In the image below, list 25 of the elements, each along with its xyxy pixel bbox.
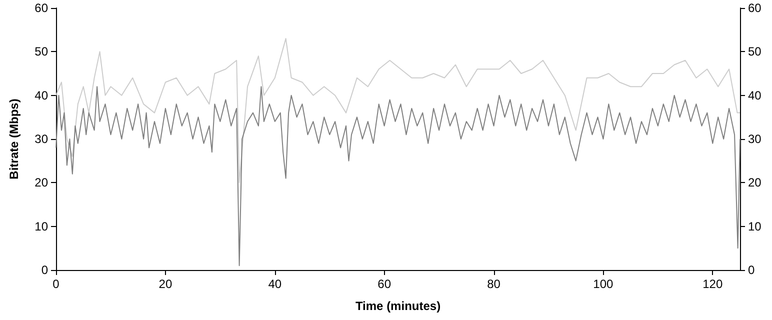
y-tick-label: 60 bbox=[34, 1, 48, 15]
x-tick-label: 80 bbox=[487, 277, 501, 291]
y2-tick-label: 50 bbox=[748, 44, 762, 59]
y-tick-label: 30 bbox=[34, 132, 48, 146]
y-tick-label: 10 bbox=[34, 219, 48, 234]
y-tick-label: 20 bbox=[34, 176, 48, 190]
x-tick-label: 0 bbox=[52, 277, 60, 291]
y-tick-label: 40 bbox=[34, 88, 48, 102]
y-tick-label: 0 bbox=[41, 263, 48, 277]
line-series bbox=[56, 38, 740, 184]
x-tick-label: 100 bbox=[593, 277, 614, 291]
y-axis-title: Bitrate (Mbps) bbox=[7, 98, 21, 180]
y2-tick-label: 20 bbox=[748, 176, 762, 190]
x-tick-label: 20 bbox=[158, 277, 172, 291]
y2-tick-label: 60 bbox=[748, 1, 762, 15]
y-tick-label: 50 bbox=[34, 44, 48, 59]
x-tick-label: 40 bbox=[268, 277, 282, 291]
y2-tick-label: 0 bbox=[748, 263, 755, 277]
x-tick-label: 60 bbox=[378, 277, 392, 291]
y2-tick-label: 30 bbox=[748, 132, 762, 146]
x-tick-label: 120 bbox=[702, 277, 723, 291]
x-axis-title: Time (minutes) bbox=[355, 299, 441, 313]
y2-tick-label: 10 bbox=[748, 219, 762, 234]
line-series bbox=[56, 86, 740, 266]
y2-tick-label: 40 bbox=[748, 88, 762, 102]
